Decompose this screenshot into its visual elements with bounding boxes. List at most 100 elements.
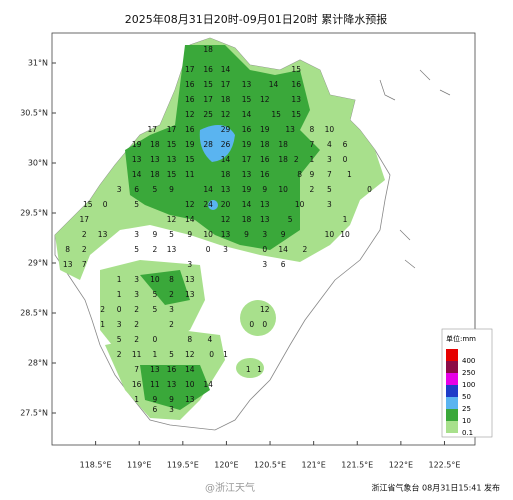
station-value: 6	[343, 140, 348, 149]
station-value: 13	[221, 185, 231, 194]
station-value: 16	[185, 80, 195, 89]
station-value: 8	[310, 125, 315, 134]
station-value: 17	[148, 125, 158, 134]
station-value: 1	[257, 365, 262, 374]
map-title: 2025年08月31日20时-09月01日20时 累计降水预报	[125, 12, 387, 26]
station-value: 16	[185, 95, 195, 104]
station-value: 1	[117, 290, 122, 299]
station-value: 13	[260, 200, 270, 209]
station-value: 13	[132, 155, 142, 164]
station-value: 7	[310, 140, 315, 149]
station-value: 9	[169, 395, 174, 404]
station-value: 13	[150, 365, 160, 374]
legend-swatch	[446, 361, 458, 373]
station-value: 11	[150, 380, 160, 389]
station-value: 0	[206, 245, 211, 254]
station-value: 1	[343, 215, 348, 224]
station-value: 11	[185, 170, 195, 179]
legend-swatch	[446, 349, 458, 361]
station-value: 12	[185, 110, 195, 119]
station-value: 15	[185, 155, 195, 164]
station-value: 10	[325, 230, 335, 239]
watermark: @浙江天气	[205, 481, 255, 494]
station-value: 2	[169, 320, 174, 329]
station-value: 2	[134, 335, 139, 344]
station-value: 18	[221, 170, 231, 179]
station-value: 19	[185, 140, 195, 149]
station-value: 14	[242, 110, 252, 119]
station-value: 13	[167, 380, 177, 389]
station-value: 13	[285, 125, 295, 134]
station-value: 13	[185, 290, 195, 299]
station-value: 10	[325, 125, 335, 134]
station-value: 7	[327, 170, 332, 179]
legend-swatch	[446, 385, 458, 397]
legend-label: 25	[462, 405, 471, 413]
station-value: 0	[117, 305, 122, 314]
station-value: 2	[82, 230, 87, 239]
station-value: 15	[167, 140, 177, 149]
station-value: 13	[221, 230, 231, 239]
station-value: 13	[260, 215, 270, 224]
x-tick-label: 122°E	[389, 461, 413, 470]
station-value: 18	[242, 215, 252, 224]
station-value: 14	[203, 185, 213, 194]
x-tick-label: 122.5°E	[428, 461, 460, 470]
station-value: 15	[83, 200, 93, 209]
station-value: 13	[98, 230, 108, 239]
station-value: 9	[310, 170, 315, 179]
station-value: 8	[169, 275, 174, 284]
station-value: 3	[187, 260, 192, 269]
station-value: 14	[185, 215, 195, 224]
station-value: 0	[262, 320, 267, 329]
station-value: 3	[327, 200, 332, 209]
legend-label: 250	[462, 369, 475, 377]
station-value: 1	[310, 155, 315, 164]
station-value: 18	[221, 95, 231, 104]
station-value: 2	[310, 185, 315, 194]
station-value: 5	[117, 335, 122, 344]
station-value: 0	[103, 200, 108, 209]
station-value: 1	[347, 170, 352, 179]
station-value: 15	[203, 80, 213, 89]
station-value: 16	[132, 380, 142, 389]
station-value: 9	[244, 230, 249, 239]
station-value: 5	[134, 200, 139, 209]
station-value: 14	[221, 65, 231, 74]
station-value: 5	[327, 185, 332, 194]
station-value: 8	[187, 335, 192, 344]
station-value: 29	[221, 125, 231, 134]
station-value: 3	[262, 260, 267, 269]
station-value: 10	[185, 380, 195, 389]
y-tick-label: 30°N	[28, 159, 48, 168]
station-value: 17	[221, 80, 231, 89]
legend-swatch	[446, 421, 458, 433]
station-value: 10	[278, 185, 288, 194]
station-value: 9	[169, 185, 174, 194]
y-tick-label: 29°N	[28, 259, 48, 268]
station-value: 0	[343, 155, 348, 164]
station-value: 12	[260, 95, 270, 104]
station-value: 5	[153, 305, 158, 314]
station-value: 2	[153, 245, 158, 254]
station-value: 1	[153, 350, 158, 359]
station-value: 6	[281, 260, 286, 269]
station-value: 15	[271, 110, 281, 119]
legend-label: 0.1	[462, 429, 473, 437]
x-tick-label: 118.5°E	[80, 461, 112, 470]
station-value: 3	[134, 290, 139, 299]
station-value: 14	[203, 380, 213, 389]
station-value: 13	[167, 155, 177, 164]
station-value: 15	[242, 95, 252, 104]
x-tick-label: 121.5°E	[341, 461, 373, 470]
y-tick-label: 29.5°N	[20, 209, 48, 218]
station-value: 5	[169, 230, 174, 239]
station-value: 3	[169, 405, 174, 414]
x-tick-label: 120.5°E	[254, 461, 286, 470]
legend-label: 50	[462, 393, 471, 401]
station-value: 19	[242, 140, 252, 149]
station-value: 16	[203, 65, 213, 74]
station-value: 16	[185, 125, 195, 134]
station-value: 5	[153, 290, 158, 299]
